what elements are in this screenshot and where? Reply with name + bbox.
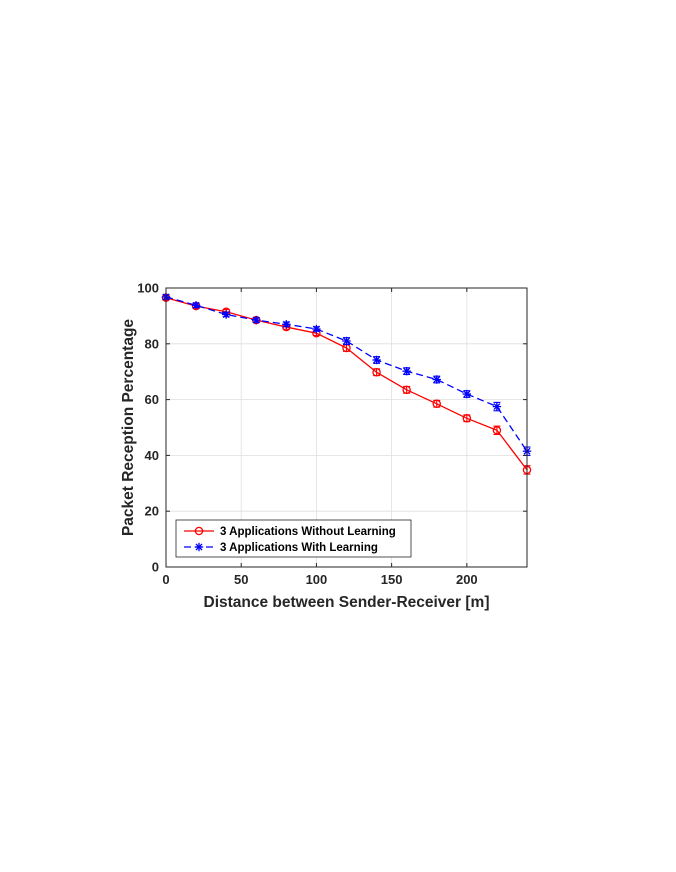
series-line — [165, 296, 528, 452]
y-tick-label: 20 — [145, 504, 159, 519]
data-point — [372, 368, 381, 377]
legend-box — [175, 519, 412, 558]
data-point — [342, 336, 351, 346]
axes-box — [165, 287, 528, 568]
data-point — [462, 414, 472, 423]
legend-marker-with-learning — [194, 542, 204, 552]
series-layer — [161, 292, 532, 475]
legend: 3 Applications Without Learning 3 Applic… — [175, 519, 412, 558]
data-point — [492, 402, 502, 411]
data-point — [402, 385, 411, 395]
legend-entry-with-learning: 3 Applications With Learning — [184, 542, 378, 554]
legend-label-without-learning: 3 Applications Without Learning — [220, 526, 396, 538]
legend-marker-without-learning — [194, 526, 204, 536]
data-point — [221, 310, 231, 319]
data-point — [191, 301, 201, 310]
y-tick-label: 100 — [137, 281, 159, 296]
data-point — [372, 355, 381, 365]
data-point — [402, 366, 411, 376]
x-tick-label: 150 — [381, 572, 403, 587]
data-point — [492, 426, 502, 435]
x-tick-label: 100 — [306, 572, 328, 587]
legend-marker-shape — [194, 542, 204, 552]
x-tick-label: 200 — [456, 572, 478, 587]
data-point — [282, 320, 291, 329]
data-point — [252, 315, 261, 325]
y-tick-label: 40 — [145, 448, 159, 463]
x-axis-label: Distance between Sender-Receiver [m] — [204, 594, 490, 611]
data-point — [462, 389, 472, 399]
ticks: 0 50 100 150 200 0 20 40 60 80 100 — [137, 281, 527, 587]
legend-label-with-learning: 3 Applications With Learning — [220, 542, 378, 554]
y-tick-label: 60 — [145, 392, 159, 407]
data-point — [432, 399, 441, 409]
legend-marker-shape — [194, 526, 204, 536]
series-line — [165, 297, 528, 471]
x-tick-label: 0 — [162, 572, 169, 587]
legend-entry-without-learning: 3 Applications Without Learning — [184, 526, 396, 538]
y-tick-label: 0 — [152, 560, 159, 575]
data-point — [432, 375, 441, 384]
series-with-learning — [161, 292, 532, 456]
series-without-learning — [161, 293, 532, 475]
data-point — [312, 324, 321, 334]
y-axis-label: Packet Reception Percentage — [120, 319, 137, 536]
x-tick-label: 50 — [234, 572, 248, 587]
y-tick-label: 80 — [145, 336, 159, 351]
